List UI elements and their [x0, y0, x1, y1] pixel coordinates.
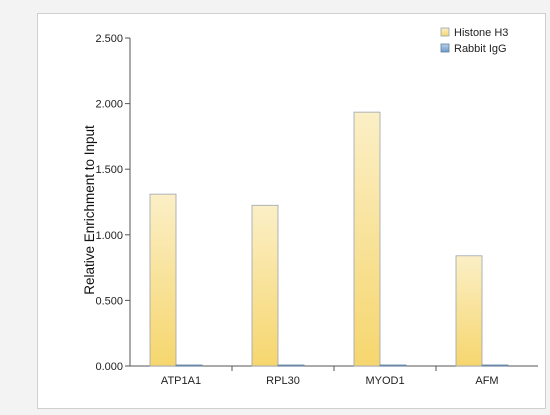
- bar-histone-h3-myod1: [353, 111, 381, 367]
- bar-histone-h3-rpl30: [251, 204, 279, 367]
- x-tick-label: AFM: [475, 375, 498, 387]
- bar-histone-h3-atp1a1: [149, 193, 177, 367]
- y-tick-label: 0.000: [95, 361, 123, 373]
- y-tick-label: 2.500: [95, 33, 123, 45]
- legend-label: Histone H3: [454, 27, 508, 39]
- labels-group: 0.000 0.500 1.000 1.500 2.000 2.500 Relative E…: [82, 33, 499, 387]
- bar-rabbit-igg-rpl30: [277, 364, 305, 367]
- y-tick-label: 1.000: [95, 230, 123, 242]
- x-tick-label: ATP1A1: [161, 375, 201, 387]
- y-tick-label: 1.500: [95, 164, 123, 176]
- x-tick-label: RPL30: [266, 375, 300, 387]
- y-tick-label: 0.500: [95, 295, 123, 307]
- y-axis-title: Relative Enrichment to Input: [82, 125, 97, 295]
- bar-rabbit-igg-afm: [481, 364, 509, 367]
- bar-rabbit-igg-myod1: [379, 364, 407, 367]
- bars-group: [149, 111, 509, 367]
- legend-swatch: [440, 27, 450, 37]
- bar-histone-h3-afm: [455, 255, 483, 367]
- legend: Histone H3 Rabbit IgG: [440, 27, 508, 55]
- legend-label: Rabbit IgG: [454, 43, 507, 55]
- bar-rabbit-igg-atp1a1: [175, 364, 203, 367]
- y-tick-label: 2.000: [95, 99, 123, 111]
- legend-swatch: [440, 43, 450, 53]
- x-tick-label: MYOD1: [365, 375, 404, 387]
